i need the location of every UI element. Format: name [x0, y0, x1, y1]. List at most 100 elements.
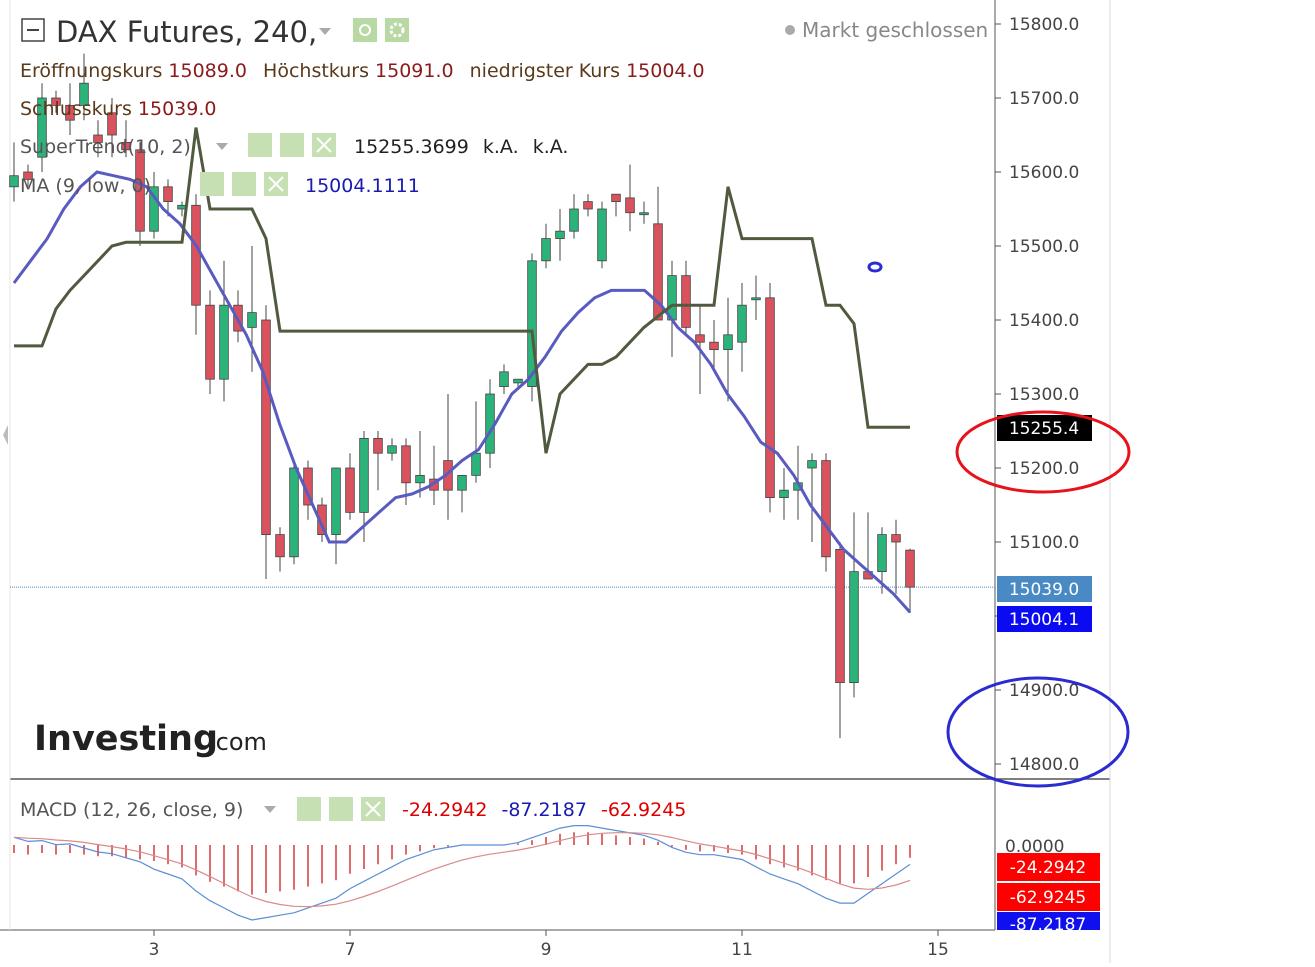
- candle-up: [149, 186, 159, 232]
- price-tick-label: 15700.0: [1009, 89, 1079, 109]
- gear-icon-glyph: [389, 22, 405, 38]
- candle-down: [835, 549, 845, 684]
- candle-down: [261, 319, 271, 536]
- chevron-down-icon[interactable]: [216, 143, 228, 150]
- macd-values: -24.2942 -87.2187 -62.9245: [402, 799, 686, 821]
- candle-up: [331, 467, 341, 535]
- open-label: Eröffnungskurs: [20, 60, 162, 82]
- candle-down: [905, 549, 915, 588]
- close-tag-bg: [997, 576, 1092, 602]
- eye-icon[interactable]: [297, 797, 321, 821]
- eye-icon[interactable]: [353, 18, 377, 42]
- ohlc-row: Eröffnungskurs 15089.0 Höchstkurs 15091.…: [20, 60, 705, 82]
- supertrend-extra2: k.A.: [533, 136, 569, 158]
- macd-histogram: [13, 832, 911, 895]
- candle-up: [219, 304, 229, 380]
- watermark-suffix: .com: [208, 728, 267, 756]
- candle-up: [485, 393, 495, 454]
- supertrend-tag-text: 15255.4: [1009, 419, 1079, 439]
- left-handle-icon[interactable]: [3, 425, 8, 445]
- candle-up: [723, 334, 733, 350]
- close-label: Schlusskurs: [20, 98, 132, 120]
- watermark-brand: Investing: [34, 719, 218, 759]
- candle-down: [93, 134, 103, 143]
- macd-hist-tag-text: -24.2942: [1010, 858, 1086, 878]
- candle-down: [681, 275, 691, 328]
- macd-signal-tag-text: -62.9245: [1010, 888, 1086, 908]
- candle-up: [527, 260, 537, 387]
- price-tick-label: 15600.0: [1009, 163, 1079, 183]
- supertrend-value: 15255.3699 k.A. k.A.: [354, 136, 568, 158]
- candle-up: [737, 304, 747, 343]
- macd-value-3: -62.9245: [601, 799, 686, 821]
- open-value: 15089.0: [168, 60, 247, 82]
- ohlc-legend: Eröffnungskurs 15089.0 Höchstkurs 15091.…: [20, 60, 705, 120]
- macd-line: [13, 825, 911, 921]
- price-tick-label: 15400.0: [1009, 311, 1079, 331]
- candle-up: [247, 312, 257, 328]
- candle-down: [275, 534, 285, 558]
- candle-up: [569, 208, 579, 232]
- supertrend-tag: 15255.4: [997, 415, 1092, 441]
- eye-icon[interactable]: [200, 172, 224, 196]
- ma-tag: 15004.1: [997, 606, 1092, 632]
- chevron-down-icon[interactable]: [264, 806, 276, 813]
- candle-down: [23, 171, 33, 180]
- price-tick-label: 15300.0: [1009, 385, 1079, 405]
- time-axis: 3 7 9 11 15: [149, 930, 949, 960]
- gear-icon[interactable]: [232, 172, 256, 196]
- candle-down: [163, 186, 173, 203]
- macd-line-tag-bg: [997, 912, 1100, 930]
- candle-down: [821, 460, 831, 558]
- candle-up: [513, 378, 523, 384]
- candle-down: [611, 193, 621, 202]
- candle-up: [597, 208, 607, 262]
- macd-legend: MACD (12, 26, close, 9) -24.2942 -87.218…: [20, 797, 686, 821]
- time-tick-label: 15: [927, 940, 949, 960]
- close-icon-glyph: [365, 801, 381, 817]
- macd-hist-tag: -24.2942: [997, 853, 1100, 881]
- macd-signal-tag: -62.9245: [997, 883, 1100, 911]
- blue-annotation-ellipse: [946, 676, 1130, 788]
- supertrend-value-text: 15255.3699: [354, 136, 469, 158]
- candle-up: [79, 82, 89, 106]
- signal-line: [13, 832, 911, 908]
- low-label: niedrigster Kurs: [470, 60, 620, 82]
- close-tag: 15039.0: [997, 576, 1092, 602]
- candle-down: [695, 334, 705, 343]
- gear-icon[interactable]: [329, 797, 353, 821]
- candle-up: [457, 474, 467, 491]
- gear-icon[interactable]: [385, 18, 409, 42]
- macd-line-tag-text: -87.2187: [1010, 915, 1086, 935]
- candle-up: [471, 452, 481, 476]
- price-tick-label: 15800.0: [1009, 15, 1079, 35]
- price-tick-label: 14900.0: [1009, 681, 1079, 701]
- price-tick-label: 15100.0: [1009, 533, 1079, 553]
- time-tick-label: 11: [731, 940, 753, 960]
- candle-up: [37, 97, 47, 158]
- candle-down: [191, 204, 201, 306]
- candle-down: [135, 149, 145, 232]
- chevron-down-icon[interactable]: [319, 28, 331, 35]
- close-icon-glyph: [268, 176, 284, 192]
- supertrend-label: SuperTrend(10, 2): [20, 136, 191, 158]
- candle-down: [709, 341, 719, 351]
- candle-down: [345, 467, 355, 513]
- ma-legend: MA (9, low, 0) 15004.1111: [20, 172, 420, 197]
- ma-tag-text: 15004.1: [1009, 610, 1079, 630]
- candle-up: [499, 371, 509, 387]
- candle-up: [779, 489, 789, 499]
- candle-up: [289, 467, 299, 558]
- macd-line-tag: -87.2187: [997, 912, 1100, 935]
- candle-up: [639, 212, 649, 216]
- candle-up: [555, 230, 565, 239]
- eye-icon-glyph: [359, 24, 371, 36]
- high-label: Höchstkurs: [263, 60, 369, 82]
- eye-icon[interactable]: [248, 133, 272, 157]
- time-tick-label: 9: [541, 940, 552, 960]
- candle-down: [891, 534, 901, 543]
- candle-up: [359, 437, 369, 513]
- gear-icon[interactable]: [280, 133, 304, 157]
